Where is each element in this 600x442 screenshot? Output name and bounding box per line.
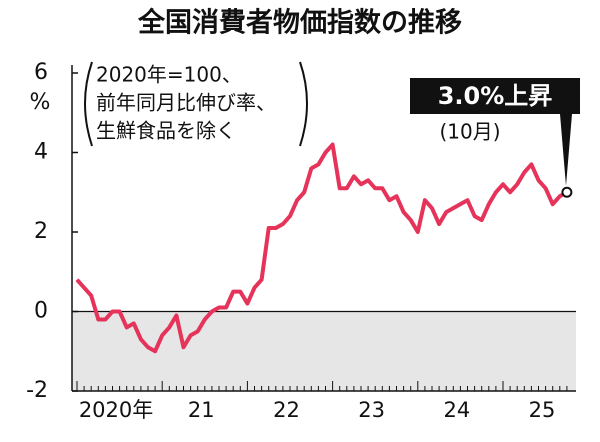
x-tick-label: 22 (273, 398, 300, 422)
note: 生鮮食品を除く (96, 119, 236, 143)
y-tick-label: 0 (34, 299, 48, 324)
end-point (561, 186, 573, 198)
y-tick-label: 4 (34, 140, 48, 165)
callout-sub: (10月) (439, 120, 500, 144)
x-tick-label: 2020年 (79, 398, 153, 422)
y-unit: % (30, 90, 51, 115)
x-tick-label: 23 (358, 398, 385, 422)
chart-title: 全国消費者物価指数の推移 (137, 7, 462, 39)
y-tick-label: 6 (34, 60, 48, 85)
x-tick-label: 24 (443, 398, 470, 422)
note: 2020年=100、 (96, 63, 242, 87)
line (75, 142, 568, 354)
y-tick-label: 2 (34, 219, 48, 244)
callout-pointer (560, 114, 572, 186)
x-tick-label: 21 (188, 398, 215, 422)
negative-area (72, 311, 576, 391)
y-tick-label: -2 (26, 378, 48, 403)
callout-box (410, 78, 580, 114)
callout: 3.0%上昇 (438, 82, 553, 110)
x-tick-label: 25 (529, 398, 556, 422)
note-bracket (84, 61, 93, 147)
note: 前年同月比伸び率、 (96, 91, 276, 115)
note-bracket (299, 61, 308, 147)
